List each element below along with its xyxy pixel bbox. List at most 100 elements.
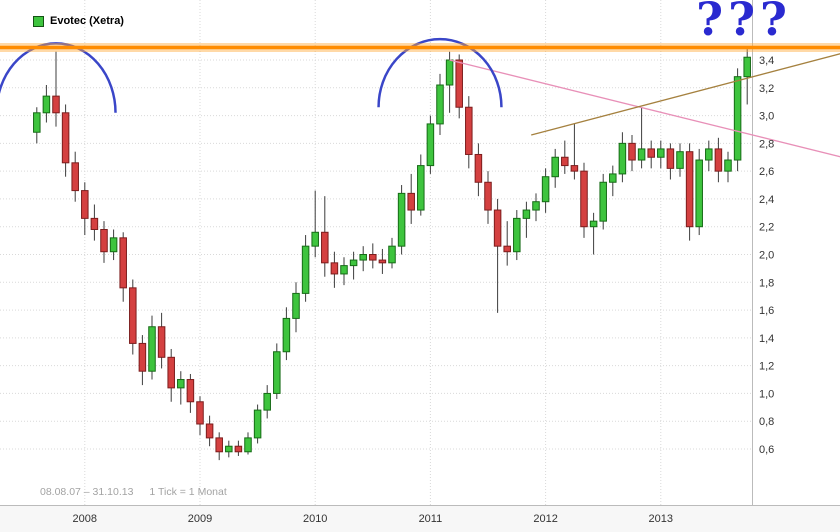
candle-body <box>445 59 454 86</box>
candle-body <box>148 326 156 372</box>
candle-body <box>378 259 387 264</box>
legend-label: Evotec (Xetra) <box>50 15 124 27</box>
candle-body <box>599 181 607 222</box>
candle-body <box>196 401 204 425</box>
candle-body <box>177 379 185 389</box>
candle-body <box>167 356 175 389</box>
candle-body <box>618 142 627 175</box>
peak-arc <box>0 42 117 113</box>
candle-body <box>253 409 262 439</box>
candle-body <box>589 220 598 228</box>
candle-body <box>695 159 703 228</box>
y-axis-tick-label: 3,0 <box>759 111 774 123</box>
y-axis-tick-label: 2,4 <box>759 194 774 206</box>
x-axis-tick-label: 2012 <box>533 513 557 525</box>
candle-body <box>109 237 118 253</box>
candle-body <box>138 342 147 372</box>
y-axis-tick-label: 1,0 <box>759 388 774 400</box>
candle-body <box>733 76 742 161</box>
x-axis-strip <box>0 506 840 532</box>
candle-body <box>321 231 329 264</box>
x-axis-tick-label: 2009 <box>188 513 212 525</box>
x-axis-tick-label: 2013 <box>649 513 673 525</box>
y-axis-tick-label: 2,6 <box>759 166 774 178</box>
y-axis-tick-label: 1,2 <box>759 361 774 373</box>
candle-body <box>397 192 406 247</box>
candle-body <box>407 192 415 211</box>
candle-body <box>637 148 646 161</box>
y-axis-tick-label: 3,2 <box>759 83 774 95</box>
candle-body <box>215 437 223 453</box>
candle-body <box>52 95 60 114</box>
candle-body <box>541 176 550 203</box>
candle-body <box>609 173 617 183</box>
candle-body <box>580 170 588 228</box>
y-axis-tick-label: 2,2 <box>759 222 774 234</box>
candle-body <box>628 142 636 161</box>
ascending-trendline <box>531 53 840 136</box>
footer-info: 08.08.07 – 31.10.13 1 Tick = 1 Monat <box>40 486 227 498</box>
candle-body <box>724 159 732 172</box>
candle-body <box>465 106 473 155</box>
x-axis-tick-label: 2010 <box>303 513 327 525</box>
descending-trendline <box>449 59 840 158</box>
tick-interval-label: 1 Tick = 1 Monat <box>149 486 227 498</box>
candle-body <box>561 156 569 167</box>
candle-body <box>388 245 396 264</box>
candle-body <box>311 231 319 247</box>
candle-body <box>100 228 108 253</box>
y-axis-tick-label: 3,4 <box>759 55 774 67</box>
peak-arc <box>377 37 503 108</box>
candle-body <box>484 181 492 211</box>
candle-body <box>676 151 684 169</box>
candle-body <box>522 209 531 219</box>
candle-body <box>474 153 483 183</box>
candle-body <box>234 445 243 453</box>
candle-body <box>455 59 463 108</box>
candle-body <box>666 148 675 169</box>
candle-body <box>647 148 655 158</box>
candle-body <box>743 56 751 78</box>
candle-body <box>551 156 559 178</box>
candle-body <box>157 326 166 358</box>
candle-body <box>292 292 300 319</box>
candle-body <box>81 190 89 219</box>
candle-body <box>244 437 252 453</box>
candle-body <box>714 148 723 172</box>
candle-body <box>369 254 377 261</box>
candle-body <box>90 217 99 230</box>
y-axis-tick-label: 1,8 <box>759 277 774 289</box>
y-axis-tick-label: 1,4 <box>759 333 774 345</box>
candle-body <box>61 112 70 164</box>
candle-body <box>129 287 137 344</box>
candle-body <box>282 317 291 353</box>
y-axis-tick-label: 0,6 <box>759 444 774 456</box>
legend: Evotec (Xetra) <box>33 15 124 27</box>
y-axis-tick-label: 0,8 <box>759 416 774 428</box>
date-range-label: 08.08.07 – 31.10.13 <box>40 486 134 498</box>
candle-body <box>263 392 271 411</box>
question-marks-annotation: ??? <box>696 0 792 46</box>
candle-body <box>225 445 233 453</box>
candle-body <box>340 265 348 275</box>
candle-body <box>273 351 281 394</box>
candle-body <box>532 201 540 211</box>
candle-body <box>42 95 51 114</box>
candle-body <box>349 259 358 267</box>
y-axis-tick-label: 1,6 <box>759 305 774 317</box>
candle-body <box>436 84 444 125</box>
candle-body <box>330 262 339 275</box>
candle-body <box>705 148 713 161</box>
candle-body <box>33 112 41 133</box>
candle-body <box>186 379 195 403</box>
x-axis-tick-label: 2008 <box>73 513 97 525</box>
candle-body <box>513 217 521 253</box>
y-axis-tick-label: 2,0 <box>759 250 774 262</box>
candle-body <box>570 165 579 172</box>
candle-body <box>205 423 214 439</box>
candle-body <box>359 254 367 261</box>
x-axis-tick-label: 2011 <box>419 513 443 525</box>
candle-body <box>493 209 502 247</box>
candle-body <box>417 165 425 211</box>
